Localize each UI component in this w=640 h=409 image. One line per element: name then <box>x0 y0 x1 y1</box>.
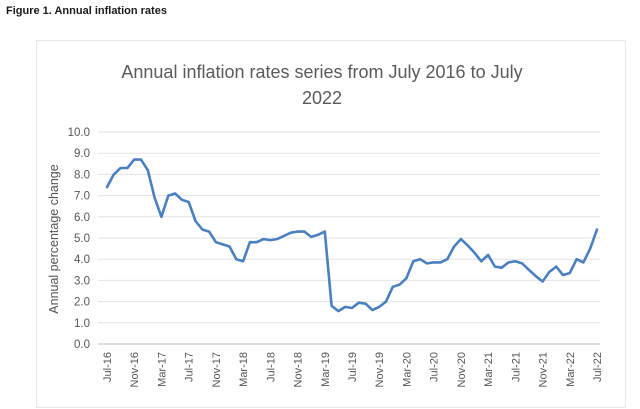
x-tick-label: Jul-19 <box>347 352 359 382</box>
x-tick-label: Nov-21 <box>538 352 550 387</box>
x-tick-label: Jul-21 <box>510 352 522 382</box>
y-tick-labels: 0.0 1.0 2.0 3.0 4.0 5.0 6.0 7.0 8.0 9.0 10.0 <box>68 127 90 351</box>
x-tick-label: Mar-17 <box>156 352 168 387</box>
x-tick-labels: Jul-16 Nov-16 Mar-17 Jul-17 Nov-17 Mar-18 Jul-… <box>102 352 604 387</box>
y-tick-label: 5.0 <box>74 233 90 245</box>
y-tick-label: 7.0 <box>74 191 90 203</box>
series-layer <box>105 158 599 313</box>
x-tick-label: Mar-21 <box>483 352 495 387</box>
y-tick-label: 10.0 <box>68 127 90 139</box>
x-tick-label: Mar-19 <box>320 352 332 387</box>
series-line <box>105 158 599 313</box>
chart-frame <box>36 40 626 408</box>
x-tick-label: Jul-17 <box>184 352 196 382</box>
x-tick-label: Nov-18 <box>293 352 305 387</box>
y-tick-label: 9.0 <box>74 148 90 160</box>
x-tick-label: Mar-18 <box>238 352 250 387</box>
figure-caption: Figure 1. Annual inflation rates <box>6 5 167 17</box>
y-tick-label: 1.0 <box>74 318 90 330</box>
chart-title-line-1: Annual inflation rates series from July … <box>121 62 522 82</box>
y-axis-label: Annual percentage change <box>47 164 61 313</box>
gridlines <box>98 131 600 345</box>
x-tick-label: Jul-22 <box>592 352 604 382</box>
y-tick-label: 4.0 <box>74 254 90 266</box>
x-tick-label: Nov-20 <box>456 352 468 387</box>
y-tick-label: 2.0 <box>74 297 90 309</box>
x-tick-label: Jul-20 <box>429 352 441 382</box>
x-tick-label: Nov-19 <box>374 352 386 387</box>
x-tick-label: Jul-16 <box>102 352 114 382</box>
y-tick-label: 0.0 <box>74 339 90 351</box>
y-tick-label: 8.0 <box>74 169 90 181</box>
chart-title-line-2: 2022 <box>302 88 342 108</box>
x-tick-label: Nov-16 <box>129 352 141 387</box>
x-tick-label: Nov-17 <box>211 352 223 387</box>
y-tick-label: 3.0 <box>74 275 90 287</box>
y-tick-label: 6.0 <box>74 212 90 224</box>
x-tick-label: Mar-22 <box>565 352 577 387</box>
x-tick-label: Jul-18 <box>265 352 277 382</box>
x-tick-label: Mar-20 <box>401 352 413 387</box>
